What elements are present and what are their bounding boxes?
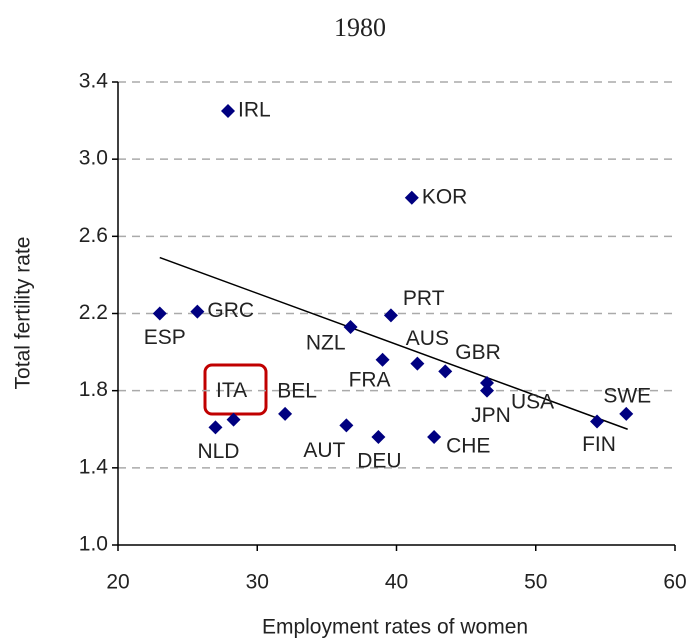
point-label: JPN — [471, 404, 511, 427]
point-label: NZL — [306, 332, 346, 355]
x-axis-title: Employment rates of women — [262, 616, 528, 639]
y-tick-label: 1.0 — [79, 533, 108, 556]
point-label: AUT — [303, 439, 345, 462]
trendline — [159, 256, 628, 430]
y-tick-label: 1.4 — [79, 455, 109, 478]
chart-title: 1980 — [334, 13, 386, 42]
y-tick-label: 1.8 — [79, 378, 108, 401]
point — [404, 190, 419, 205]
point — [371, 429, 386, 444]
point-label: ESP — [144, 326, 186, 349]
highlight-box — [203, 363, 268, 416]
point-label: SWE — [603, 384, 651, 407]
point-label: FRA — [349, 368, 391, 391]
point-label: BEL — [277, 379, 317, 402]
point-label: FIN — [582, 433, 616, 456]
point — [427, 429, 442, 444]
y-axis-title: Total fertility rate — [12, 237, 35, 390]
point — [590, 414, 605, 429]
point-label: IRL — [238, 98, 271, 121]
x-tick-label: 60 — [663, 571, 686, 594]
point — [480, 383, 495, 398]
point — [343, 320, 358, 335]
point — [339, 418, 354, 433]
point — [190, 304, 205, 319]
point-label: NLD — [197, 440, 239, 463]
point — [619, 406, 634, 421]
x-tick-label: 20 — [106, 571, 129, 594]
point — [226, 412, 241, 427]
point — [438, 364, 453, 379]
point — [152, 306, 167, 321]
point — [480, 375, 495, 390]
point — [383, 308, 398, 323]
point-label: AUS — [406, 327, 449, 350]
point-label: USA — [511, 390, 554, 413]
y-tick-label: 3.4 — [79, 70, 109, 93]
y-tick-label: 2.6 — [79, 224, 108, 247]
point — [375, 352, 390, 367]
point-label: PRT — [403, 287, 445, 310]
point — [410, 356, 425, 371]
x-tick-label: 40 — [385, 571, 408, 594]
y-tick-label: 2.2 — [79, 301, 108, 324]
point-label: GRC — [207, 299, 254, 322]
x-tick-label: 50 — [524, 571, 547, 594]
point — [221, 103, 236, 118]
point — [208, 420, 223, 435]
point-label: KOR — [422, 185, 468, 208]
x-tick-label: 30 — [246, 571, 269, 594]
point-label: CHE — [446, 435, 490, 458]
point-label: GBR — [455, 341, 501, 364]
point — [278, 406, 293, 421]
point-label: DEU — [357, 450, 401, 473]
y-tick-label: 3.0 — [79, 147, 108, 170]
point-label: ITA — [216, 379, 247, 402]
